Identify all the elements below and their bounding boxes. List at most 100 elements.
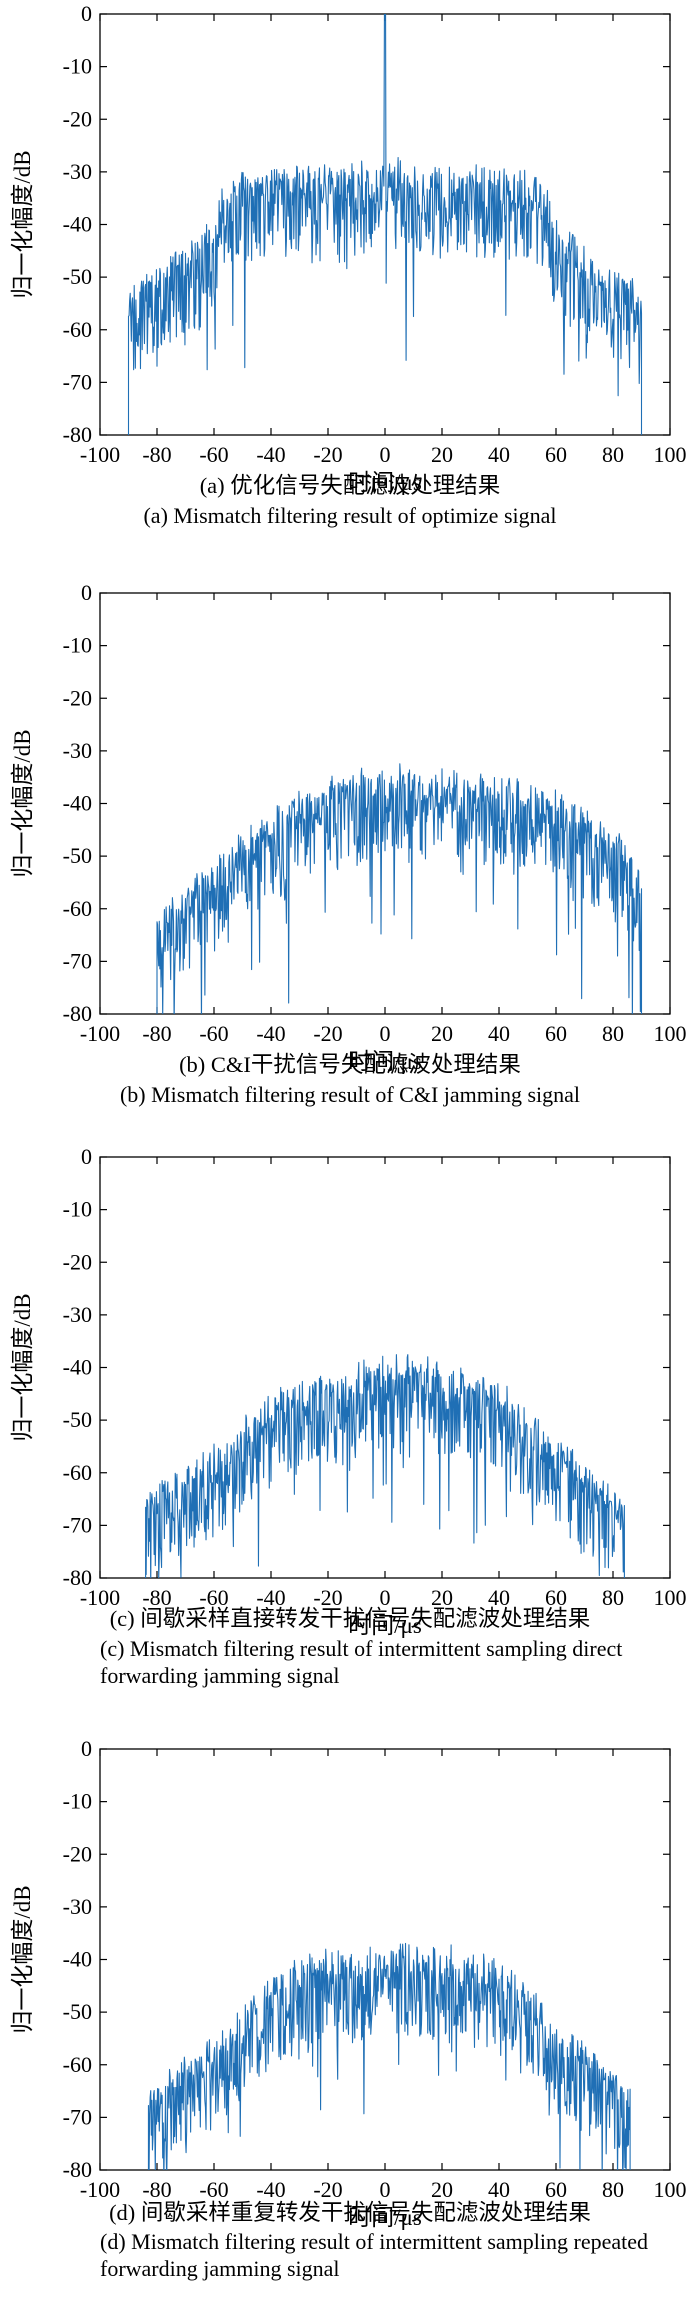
y-tick-label: -20: [63, 106, 92, 131]
x-tick-label: 0: [380, 2177, 391, 2202]
y-tick-label: -40: [63, 1355, 92, 1380]
y-tick-label: -50: [63, 843, 92, 868]
x-tick-label: -40: [256, 442, 285, 467]
x-tick-label: 0: [380, 1021, 391, 1046]
y-tick-label: -40: [63, 212, 92, 237]
y-tick-label: 0: [81, 580, 92, 605]
caption-cn: (b) C&I干扰信号失配滤波处理结果: [179, 1052, 521, 1077]
x-tick-label: 40: [488, 1021, 510, 1046]
caption-en: (d) Mismatch filtering result of intermi…: [100, 2229, 649, 2281]
x-tick-label: -20: [313, 2177, 342, 2202]
y-tick-label: -80: [63, 1565, 92, 1590]
y-tick-label: -70: [63, 369, 92, 394]
chart-panel-d: 0 -10 -20 -30 -40 -50 -60 -70 -80 -100 -80 -60 -40 -2…: [0, 1735, 700, 2314]
y-tick-label: -50: [63, 1407, 92, 1432]
caption-cn: (a) 优化信号失配滤波处理结果: [199, 473, 501, 498]
y-tick-label: -70: [63, 2104, 92, 2129]
x-tick-label: -60: [199, 442, 228, 467]
x-tick-label: -80: [142, 442, 171, 467]
x-tick-label: -100: [80, 1585, 120, 1610]
y-tick-label: -70: [63, 1512, 92, 1537]
y-axis-title: 归一化幅度/dB: [10, 729, 35, 877]
chart-svg: 0-10-20-30-40-50-60-70-80-100 -80 -60 -40 -2…: [10, 1144, 687, 1638]
y-tick-label: -80: [63, 1001, 92, 1026]
x-tick-label: 60: [545, 442, 567, 467]
x-tick-label: 20: [431, 442, 453, 467]
caption-cn: (d) 间歇采样重复转发干扰信号失配滤波处理结果: [109, 2200, 591, 2225]
chart-panel-c: 0 -10 -20 -30 -40 -50 -60 -70 -80 -100 -80 -60 -40 -2…: [0, 1143, 700, 1722]
y-axis-title: 归一化幅度/dB: [10, 1293, 35, 1441]
caption-en: (a) Mismatch filtering result of optimiz…: [143, 503, 557, 528]
chart-panel-b: 0 -10 -20 -30 -40 -50 -60 -70 -80 -100 -80 -60 -40 -2…: [0, 579, 700, 1158]
x-tick-label: 20: [431, 1021, 453, 1046]
x-tick-label: -60: [199, 1585, 228, 1610]
y-tick-label: -10: [63, 1789, 92, 1814]
y-tick-label: -30: [63, 159, 92, 184]
y-tick-label: -50: [63, 1999, 92, 2024]
y-tick-label: -60: [63, 317, 92, 342]
y-tick-label: -10: [63, 1197, 92, 1222]
x-axis-title: 时间/μs: [348, 470, 422, 495]
signal-line: [145, 1354, 625, 1578]
y-tick-label: -20: [63, 685, 92, 710]
x-tick-label: 80: [602, 1021, 624, 1046]
x-tick-label: -80: [142, 2177, 171, 2202]
signal-line: [127, 14, 643, 435]
y-tick-label: 0: [81, 1736, 92, 1761]
chart-svg: 0-10-20-30-40-50-60-70-80-100 -80 -60 -40 -2…: [10, 580, 687, 1074]
y-tick-label: -60: [63, 2052, 92, 2077]
y-tick-label: 0: [81, 1, 92, 26]
y-axis-title: 归一化幅度/dB: [10, 150, 35, 298]
x-tick-label: 80: [602, 1585, 624, 1610]
x-tick-label: -40: [256, 1021, 285, 1046]
x-tick-label: -100: [80, 1021, 120, 1046]
x-tick-label: -100: [80, 2177, 120, 2202]
y-tick-label: -70: [63, 948, 92, 973]
x-tick-label: 40: [488, 442, 510, 467]
y-tick-label: -30: [63, 738, 92, 763]
x-tick-label: 20: [431, 2177, 453, 2202]
plot-frame: [99, 13, 671, 436]
y-tick-label: -10: [63, 633, 92, 658]
x-tick-label: 20: [431, 1585, 453, 1610]
x-tick-label: -80: [142, 1021, 171, 1046]
x-tick-label: -20: [313, 1585, 342, 1610]
x-axis-title: 时间/μs: [348, 1613, 422, 1638]
signal-line: [147, 1942, 631, 2170]
x-tick-label: 40: [488, 1585, 510, 1610]
x-tick-label: 40: [488, 2177, 510, 2202]
x-tick-label: 60: [545, 1021, 567, 1046]
x-tick-label: -40: [256, 1585, 285, 1610]
y-tick-label: 0: [81, 1144, 92, 1169]
y-tick-label: -80: [63, 2157, 92, 2182]
x-axis-title: 时间/μs: [348, 2205, 422, 2230]
y-tick-label: -10: [63, 54, 92, 79]
x-tick-label: 100: [654, 1585, 687, 1610]
chart-panel-a: 0 -10 -20 -30 -40 -50 -60 -70 -80 -100 -80 -60 -40 -2…: [0, 0, 700, 579]
x-tick-label: 80: [602, 442, 624, 467]
x-axis-title: 时间/μs: [348, 1049, 422, 1074]
x-tick-label: 0: [380, 442, 391, 467]
y-tick-label: -50: [63, 264, 92, 289]
y-tick-label: -30: [63, 1894, 92, 1919]
y-axis-title: 归一化幅度/dB: [10, 1885, 35, 2033]
x-tick-label: -60: [199, 1021, 228, 1046]
chart-svg: 0-10-20-30-40-50-60-70-80-100 -80 -60 -40 -2…: [10, 1736, 687, 2230]
x-tick-label: 60: [545, 1585, 567, 1610]
x-tick-label: 80: [602, 2177, 624, 2202]
caption-cn: (c) 间歇采样直接转发干扰信号失配滤波处理结果: [109, 1606, 591, 1631]
x-tick-label: -40: [256, 2177, 285, 2202]
y-tick-label: -60: [63, 1460, 92, 1485]
y-tick-label: -20: [63, 1249, 92, 1274]
x-tick-label: -60: [199, 2177, 228, 2202]
chart-svg: 0-10-20-30-40-50-60-70-80-100 -80 -60 -40 -2…: [10, 1, 687, 495]
y-tick-label: -40: [63, 791, 92, 816]
y-tick-label: -40: [63, 1947, 92, 1972]
x-tick-label: 100: [654, 2177, 687, 2202]
x-tick-label: -20: [313, 442, 342, 467]
x-tick-label: 100: [654, 442, 687, 467]
y-tick-label: -20: [63, 1841, 92, 1866]
x-tick-label: 0: [380, 1585, 391, 1610]
caption-en: (b) Mismatch filtering result of C&I jam…: [119, 1082, 581, 1107]
y-tick-label: -80: [63, 422, 92, 447]
